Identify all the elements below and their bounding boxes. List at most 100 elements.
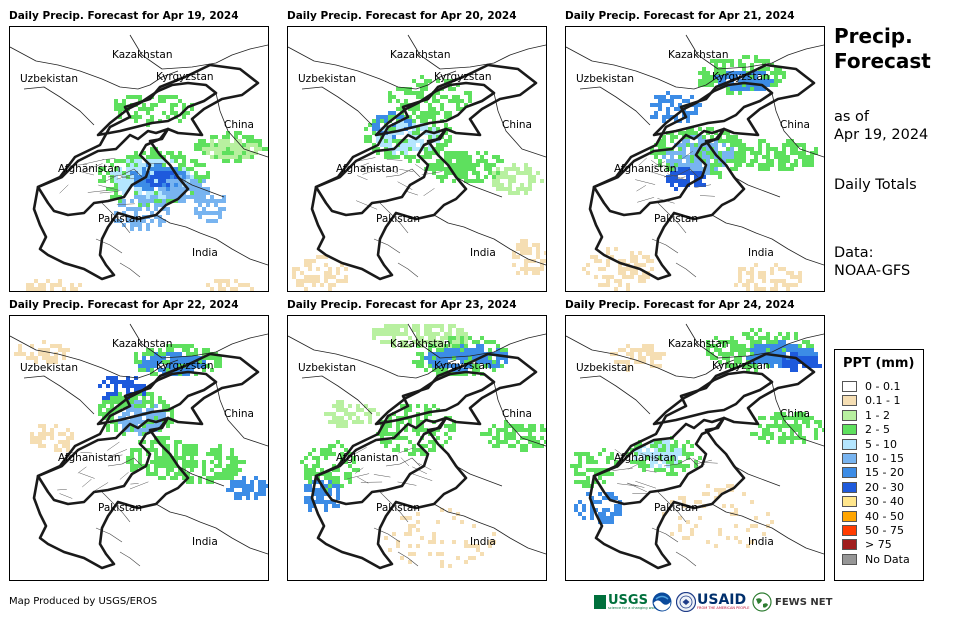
- data-source-value: NOAA-GFS: [834, 263, 911, 279]
- legend-label: 40 - 50: [865, 509, 904, 523]
- country-label-kyrgyzstan: Kyrgyzstan: [712, 360, 770, 372]
- legend-item: 0.1 - 1: [842, 394, 900, 407]
- legend-swatch: [842, 395, 857, 407]
- data-source: Data: NOAA-GFS: [834, 244, 910, 280]
- usgs-logo: USGS science for a changing world: [594, 590, 658, 614]
- country-label-kazakhstan: Kazakhstan: [668, 49, 729, 61]
- fewsnet-globe-icon: [752, 592, 772, 612]
- precip-map: Kazakhstan Uzbekistan Kyrgyzstan China Afgha…: [565, 26, 825, 292]
- usaid-logo: USAID FROM THE AMERICAN PEOPLE: [697, 590, 749, 614]
- legend-item: 50 - 75: [842, 524, 904, 537]
- country-label-china: China: [224, 119, 254, 131]
- country-label-kyrgyzstan: Kyrgyzstan: [434, 71, 492, 83]
- country-label-uzbekistan: Uzbekistan: [298, 362, 356, 374]
- precip-map: Kazakhstan Uzbekistan Kyrgyzstan China Afgha…: [9, 315, 269, 581]
- legend-swatch: [842, 525, 857, 536]
- title-line-1: Precip.: [834, 24, 913, 48]
- legend-swatch: [842, 467, 857, 479]
- legend-item: 15 - 20: [842, 466, 904, 479]
- country-label-india: India: [192, 536, 218, 548]
- legend-item: 40 - 50: [842, 510, 904, 523]
- panel-title: Daily Precip. Forecast for Apr 19, 2024: [9, 10, 239, 22]
- country-label-china: China: [502, 408, 532, 420]
- country-boundaries: [10, 323, 268, 570]
- legend-swatch: [842, 438, 857, 450]
- usgs-wave-icon: [594, 595, 606, 609]
- data-source-label: Data:: [834, 245, 874, 261]
- precip-map-graphic: [566, 323, 824, 570]
- country-label-pakistan: Pakistan: [654, 502, 698, 514]
- precip-map-graphic: [288, 323, 546, 570]
- country-label-india: India: [470, 247, 496, 259]
- country-label-kyrgyzstan: Kyrgyzstan: [712, 71, 770, 83]
- legend-item: 20 - 30: [842, 481, 904, 494]
- usaid-logo-text: USAID: [697, 592, 747, 609]
- precip-map-graphic: [288, 34, 546, 291]
- panel-title: Daily Precip. Forecast for Apr 23, 2024: [287, 299, 517, 311]
- legend-label: No Data: [865, 552, 910, 566]
- legend-item: 10 - 15: [842, 452, 904, 465]
- precip-layer: [292, 75, 546, 291]
- panel-title: Daily Precip. Forecast for Apr 20, 2024: [287, 10, 517, 22]
- legend-swatch: [842, 381, 857, 392]
- country-boundaries: [566, 34, 824, 281]
- panel-title: Daily Precip. Forecast for Apr 21, 2024: [565, 10, 795, 22]
- precip-map: Kazakhstan Uzbekistan Kyrgyzstan China Afgha…: [287, 26, 547, 292]
- legend-title: PPT (mm): [843, 356, 915, 371]
- map-credit: Map Produced by USGS/EROS: [9, 596, 158, 607]
- country-label-pakistan: Pakistan: [98, 213, 142, 225]
- country-label-india: India: [470, 536, 496, 548]
- legend-item: 0 - 0.1: [842, 380, 900, 393]
- legend-label: > 75: [865, 538, 892, 552]
- country-label-uzbekistan: Uzbekistan: [576, 362, 634, 374]
- usaid-tagline: FROM THE AMERICAN PEOPLE: [697, 606, 750, 611]
- legend-swatch: [842, 424, 857, 436]
- country-label-pakistan: Pakistan: [654, 213, 698, 225]
- legend-item: No Data: [842, 553, 910, 566]
- country-label-afghanistan: Afghanistan: [614, 452, 677, 464]
- country-label-uzbekistan: Uzbekistan: [20, 362, 78, 374]
- country-label-pakistan: Pakistan: [376, 502, 420, 514]
- legend-label: 50 - 75: [865, 524, 904, 537]
- precip-map-graphic: [566, 34, 824, 291]
- country-label-afghanistan: Afghanistan: [614, 163, 677, 175]
- legend-label: 0 - 0.1: [865, 380, 901, 393]
- legend-swatch: [842, 481, 857, 493]
- noaa-emblem-icon: [652, 592, 672, 612]
- precip-map: Kazakhstan Uzbekistan Kyrgyzstan China Afgha…: [9, 26, 269, 292]
- country-label-uzbekistan: Uzbekistan: [20, 73, 78, 85]
- usgs-tagline: science for a changing world: [608, 605, 659, 610]
- country-label-china: China: [224, 408, 254, 420]
- country-label-kazakhstan: Kazakhstan: [390, 49, 451, 61]
- legend-item: 5 - 10: [842, 438, 897, 451]
- legend-swatch: [842, 553, 857, 565]
- country-label-afghanistan: Afghanistan: [336, 163, 399, 175]
- country-label-pakistan: Pakistan: [98, 502, 142, 514]
- legend-item: > 75: [842, 538, 892, 551]
- country-label-kazakhstan: Kazakhstan: [112, 338, 173, 350]
- usgs-logo-text: USGS: [608, 592, 648, 608]
- fewsnet-logo: FEWS NET: [752, 590, 832, 614]
- precip-layer: [14, 340, 268, 500]
- country-label-china: China: [780, 119, 810, 131]
- precip-map: Kazakhstan Uzbekistan Kyrgyzstan China Afgha…: [565, 315, 825, 581]
- legend-swatch: [842, 453, 857, 464]
- daily-totals-label: Daily Totals: [834, 177, 917, 193]
- as-of-date: as of Apr 19, 2024: [834, 108, 928, 144]
- country-label-uzbekistan: Uzbekistan: [576, 73, 634, 85]
- legend-item: 30 - 40: [842, 495, 904, 508]
- as-of-label: as of: [834, 109, 870, 125]
- country-label-kazakhstan: Kazakhstan: [112, 49, 173, 61]
- country-boundaries: [10, 34, 268, 281]
- precip-layer: [300, 324, 546, 568]
- precip-map-graphic: [10, 34, 268, 291]
- legend-swatch: [842, 496, 857, 508]
- dhs-seal-logo: [676, 590, 696, 614]
- legend-label: 30 - 40: [865, 495, 904, 509]
- panel-title: Daily Precip. Forecast for Apr 22, 2024: [9, 299, 239, 311]
- legend-label: 1 - 2: [865, 408, 890, 422]
- title-line-2: Forecast: [834, 49, 931, 73]
- country-label-india: India: [748, 247, 774, 259]
- precip-map: Kazakhstan Uzbekistan Kyrgyzstan China Afgha…: [287, 315, 547, 581]
